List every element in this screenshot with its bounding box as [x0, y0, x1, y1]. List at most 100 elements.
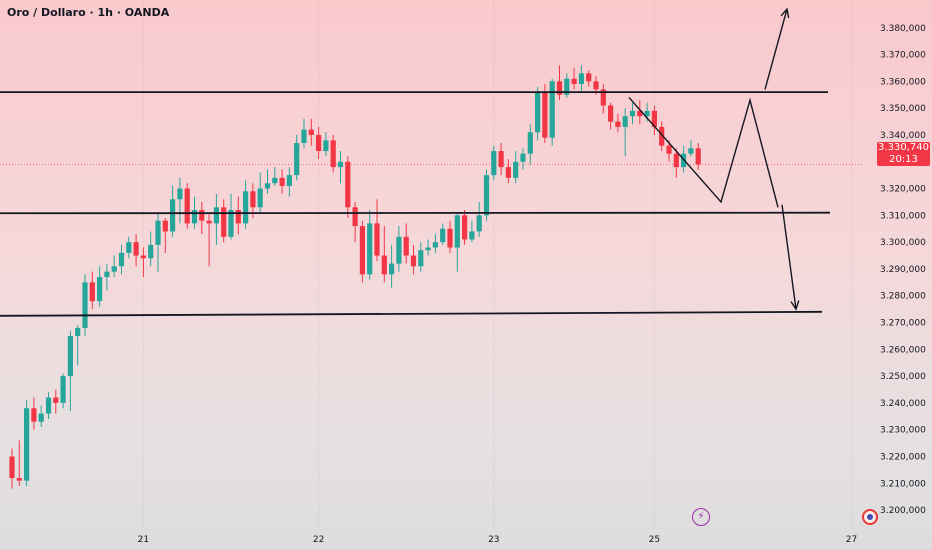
candle-body — [31, 408, 37, 422]
candle-body — [622, 116, 628, 127]
logo-icon[interactable] — [862, 509, 878, 525]
candle-body — [148, 244, 154, 259]
candle-body — [374, 223, 380, 256]
support-resistance-lines[interactable] — [0, 91, 831, 317]
level-line — [0, 211, 831, 215]
candle-body — [82, 282, 88, 328]
candle-body — [257, 188, 263, 208]
lightning-icon[interactable]: ⚡ — [692, 508, 710, 526]
candle-body — [24, 408, 30, 481]
chart-title: Oro / Dollaro · 1h · OANDA — [7, 6, 170, 19]
price-tick-label: 3.320,000 — [880, 185, 926, 195]
price-tick-label: 3.340,000 — [880, 131, 926, 141]
arrow-up-head — [780, 7, 790, 19]
candle-body — [170, 199, 176, 232]
candle-body — [666, 145, 672, 154]
candle-body — [695, 148, 701, 165]
candle-body — [520, 153, 526, 162]
price-tick-label: 3.230,000 — [880, 426, 926, 436]
time-axis[interactable]: 21 22 23 25 27 — [138, 535, 858, 545]
price-tick-label: 3.370,000 — [880, 51, 926, 61]
candle-body — [279, 177, 285, 186]
arrow-up — [764, 8, 788, 90]
candle-body — [250, 191, 256, 208]
candle-body — [637, 110, 643, 117]
candle-body — [403, 236, 409, 256]
grid-lines — [142, 0, 852, 528]
candle-body — [16, 477, 22, 481]
price-axis[interactable]: 3.380,000 3.370,000 3.360,000 3.350,000 3.34… — [880, 24, 926, 516]
price-tick-label: 3.380,000 — [880, 24, 926, 34]
candle-body — [483, 175, 490, 216]
candle-body — [75, 327, 81, 336]
price-tick-label: 3.250,000 — [880, 372, 926, 382]
candle-body — [104, 271, 110, 277]
time-tick-label: 21 — [138, 535, 149, 545]
candle-body — [111, 266, 117, 272]
candle-body — [389, 263, 395, 275]
time-tick-label: 23 — [488, 535, 499, 545]
candle-body — [447, 228, 453, 248]
arrow-down — [781, 204, 797, 310]
price-tick-label: 3.310,000 — [880, 211, 926, 221]
price-tick-label: 3.210,000 — [880, 479, 926, 489]
time-tick-label: 25 — [649, 535, 660, 545]
candle-body — [432, 242, 438, 248]
candle-body — [381, 255, 387, 275]
candle-body — [367, 223, 373, 275]
candle-body — [425, 247, 431, 251]
candle-body — [644, 110, 650, 117]
projection-drawings[interactable] — [628, 7, 800, 311]
candle-body — [45, 397, 52, 414]
candle-body — [213, 207, 219, 224]
candle-body — [60, 376, 66, 403]
candle-body — [410, 255, 417, 267]
price-tick-label: 3.300,000 — [880, 238, 926, 248]
current-price-badge: 3.330,740 20:13 — [877, 142, 930, 166]
price-tick-label: 3.200,000 — [880, 506, 926, 516]
price-tick-label: 3.350,000 — [880, 104, 926, 114]
candle-body — [38, 413, 44, 422]
candle-body — [476, 215, 482, 232]
candle-body — [286, 175, 292, 186]
candle-body — [9, 456, 15, 478]
candle-body — [593, 81, 599, 90]
candle-body — [264, 183, 271, 189]
candle-body — [564, 78, 570, 95]
candle-body — [337, 161, 344, 168]
candle-body — [608, 105, 614, 122]
candle-body — [600, 89, 606, 106]
candle-body — [155, 220, 161, 245]
price-tick-label: 3.270,000 — [880, 319, 926, 329]
candle-body — [462, 215, 468, 240]
candle-body — [235, 210, 241, 224]
candle-body — [118, 252, 125, 267]
arrow-down-head — [790, 300, 800, 311]
candle-body — [89, 282, 95, 302]
candle-body — [53, 397, 59, 403]
candle-body — [586, 73, 592, 82]
level-line — [0, 310, 823, 317]
candle-body — [498, 151, 504, 168]
candle-body — [162, 220, 168, 232]
candle-body — [454, 215, 460, 248]
candle-body — [206, 220, 212, 224]
candle-body — [549, 81, 555, 138]
price-tick-label: 3.360,000 — [880, 77, 926, 87]
price-tick-label: 3.280,000 — [880, 292, 926, 302]
time-tick-label: 27 — [846, 535, 857, 545]
candle-body — [199, 210, 205, 221]
candle-body — [294, 143, 300, 176]
candle-body — [243, 191, 249, 224]
candle-body — [126, 242, 132, 253]
candle-body — [345, 161, 351, 208]
candle-body — [673, 153, 679, 168]
candle-body — [556, 81, 563, 95]
candle-body — [316, 134, 322, 152]
candle-body — [330, 140, 336, 168]
candle-body — [418, 250, 424, 267]
candle-body — [513, 161, 519, 178]
candle-body — [97, 276, 103, 302]
